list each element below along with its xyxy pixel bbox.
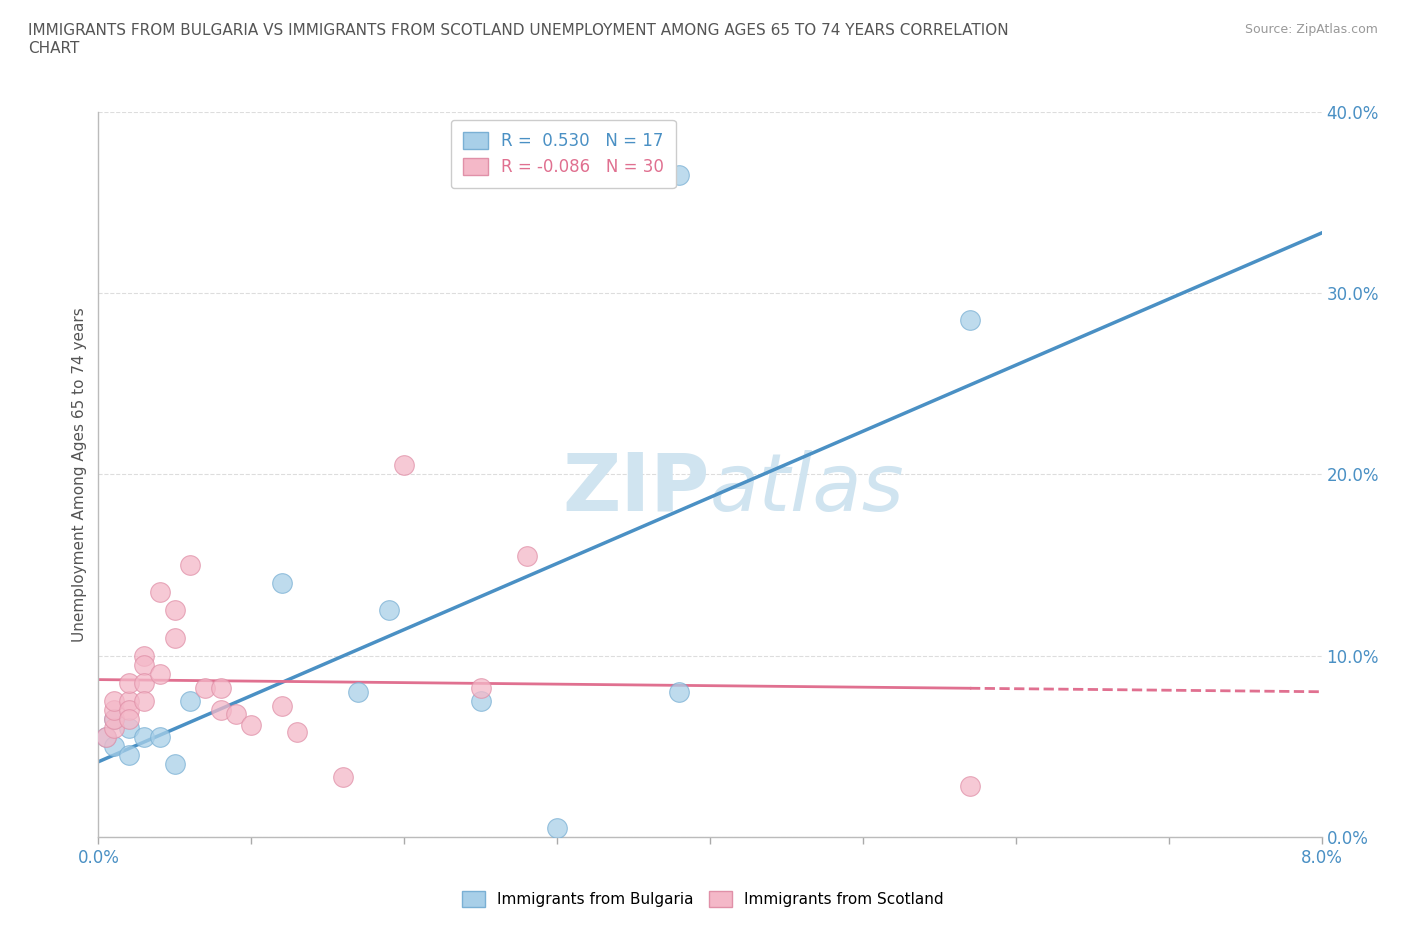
Point — [118, 694, 141, 709]
Point — [94, 730, 117, 745]
Point — [668, 167, 690, 182]
Point — [103, 694, 125, 709]
Point — [118, 711, 141, 726]
Point — [179, 694, 201, 709]
Point — [516, 549, 538, 564]
Point — [163, 603, 186, 618]
Point — [134, 658, 156, 672]
Point — [470, 681, 492, 696]
Point — [103, 738, 125, 753]
Point — [149, 667, 172, 682]
Point — [118, 748, 141, 763]
Point — [149, 730, 172, 745]
Point — [959, 312, 981, 327]
Point — [347, 684, 370, 699]
Text: Source: ZipAtlas.com: Source: ZipAtlas.com — [1244, 23, 1378, 36]
Point — [118, 703, 141, 718]
Text: ZIP: ZIP — [562, 450, 710, 528]
Y-axis label: Unemployment Among Ages 65 to 74 years: Unemployment Among Ages 65 to 74 years — [72, 307, 87, 642]
Point — [285, 724, 308, 739]
Point — [118, 721, 141, 736]
Point — [270, 576, 294, 591]
Legend: Immigrants from Bulgaria, Immigrants from Scotland: Immigrants from Bulgaria, Immigrants fro… — [456, 884, 950, 913]
Point — [103, 721, 125, 736]
Point — [959, 778, 981, 793]
Point — [194, 681, 217, 696]
Legend: R =  0.530   N = 17, R = -0.086   N = 30: R = 0.530 N = 17, R = -0.086 N = 30 — [451, 120, 675, 188]
Point — [163, 631, 186, 645]
Point — [134, 648, 156, 663]
Point — [209, 681, 232, 696]
Point — [149, 585, 172, 600]
Point — [118, 675, 141, 690]
Point — [332, 770, 354, 785]
Point — [225, 706, 247, 721]
Point — [209, 703, 232, 718]
Point — [134, 694, 156, 709]
Point — [240, 717, 263, 732]
Point — [134, 675, 156, 690]
Point — [163, 757, 186, 772]
Point — [94, 730, 117, 745]
Point — [103, 711, 125, 726]
Point — [103, 703, 125, 718]
Point — [392, 458, 416, 472]
Point — [546, 820, 568, 835]
Text: atlas: atlas — [710, 450, 905, 528]
Point — [270, 699, 294, 714]
Point — [179, 558, 201, 573]
Point — [134, 730, 156, 745]
Point — [378, 603, 401, 618]
Point — [103, 711, 125, 726]
Text: IMMIGRANTS FROM BULGARIA VS IMMIGRANTS FROM SCOTLAND UNEMPLOYMENT AMONG AGES 65 : IMMIGRANTS FROM BULGARIA VS IMMIGRANTS F… — [28, 23, 1008, 56]
Point — [470, 694, 492, 709]
Point — [668, 684, 690, 699]
